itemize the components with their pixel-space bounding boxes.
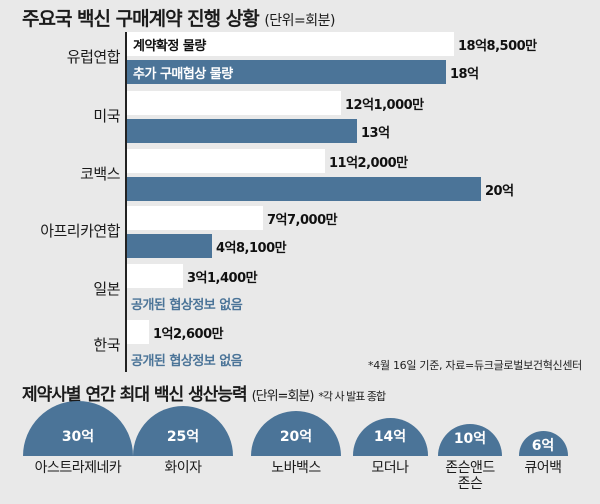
category-label: 미국 [93, 107, 120, 125]
value-label-negotiating: 4억8,100만 [216, 241, 287, 256]
chart2-title: 제약사별 연간 최대 백신 생산능력 (단위=회분) *각 사 발표 종합 [22, 380, 386, 405]
capacity-dome: 20억 [251, 411, 341, 456]
category-label: 코백스 [80, 165, 120, 183]
value-label-negotiating: 18억 [450, 67, 479, 82]
company-label: 큐어백 [524, 460, 562, 476]
bar-negotiating [127, 119, 357, 143]
bar-confirmed [127, 320, 149, 344]
capacity-dome: 6억 [518, 431, 568, 456]
category-label: 아프리카연합 [40, 222, 120, 240]
value-label-negotiating: 13억 [361, 126, 390, 141]
chart1-axis-line [125, 32, 127, 372]
value-label-confirmed: 7억7,000만 [267, 213, 338, 228]
chart2-title-text: 제약사별 연간 최대 백신 생산능력 [22, 385, 248, 405]
bar-confirmed [127, 91, 341, 115]
company-label: 모더나 [371, 460, 409, 476]
bar-confirmed: 계약확정 물량 [127, 32, 454, 56]
company-label: 존슨앤드 존슨 [445, 460, 495, 492]
bar-negotiating [127, 177, 481, 201]
value-label-confirmed: 18억8,500만 [458, 39, 537, 54]
bar-negotiating: 추가 구매협상 물량 [127, 60, 446, 84]
value-label-negotiating: 20억 [485, 184, 514, 199]
category-label: 일본 [93, 280, 120, 298]
capacity-dome: 10억 [438, 424, 502, 456]
company-label: 아스트라제네카 [34, 460, 122, 476]
capacity-dome: 14억 [352, 418, 428, 456]
no-data-note: 공개된 협상정보 없음 [131, 298, 243, 313]
legend-negotiating: 추가 구매협상 물량 [133, 67, 233, 82]
capacity-dome: 30억 [23, 401, 133, 456]
chart1-title-text: 주요국 백신 구매계약 진행 상황 [22, 8, 260, 30]
value-label-confirmed: 1억2,600만 [153, 327, 224, 342]
value-label-confirmed: 12억1,000만 [345, 98, 424, 113]
company-label: 노바백스 [271, 460, 321, 476]
bar-negotiating [127, 234, 212, 258]
legend-confirmed: 계약확정 물량 [133, 39, 206, 54]
chart1-footnote: *4월 16일 기준, 자료=듀크글로벌보건혁신센터 [368, 359, 582, 372]
bar-confirmed [127, 264, 183, 288]
no-data-note: 공개된 협상정보 없음 [131, 354, 243, 369]
category-label: 한국 [93, 336, 120, 354]
capacity-dome: 25억 [133, 406, 233, 456]
chart1-unit: (단위=회분) [264, 13, 336, 29]
category-label: 유럽연합 [66, 48, 121, 66]
bar-confirmed [127, 206, 263, 230]
bar-confirmed [127, 149, 325, 173]
value-label-confirmed: 3억1,400만 [187, 271, 258, 286]
value-label-confirmed: 11억2,000만 [329, 156, 408, 171]
company-label: 화이자 [164, 460, 202, 476]
chart2-source: *각 사 발표 종합 [318, 390, 386, 403]
chart2-unit: (단위=회분) [251, 389, 315, 404]
chart1-title: 주요국 백신 구매계약 진행 상황 (단위=회분) [22, 4, 336, 31]
